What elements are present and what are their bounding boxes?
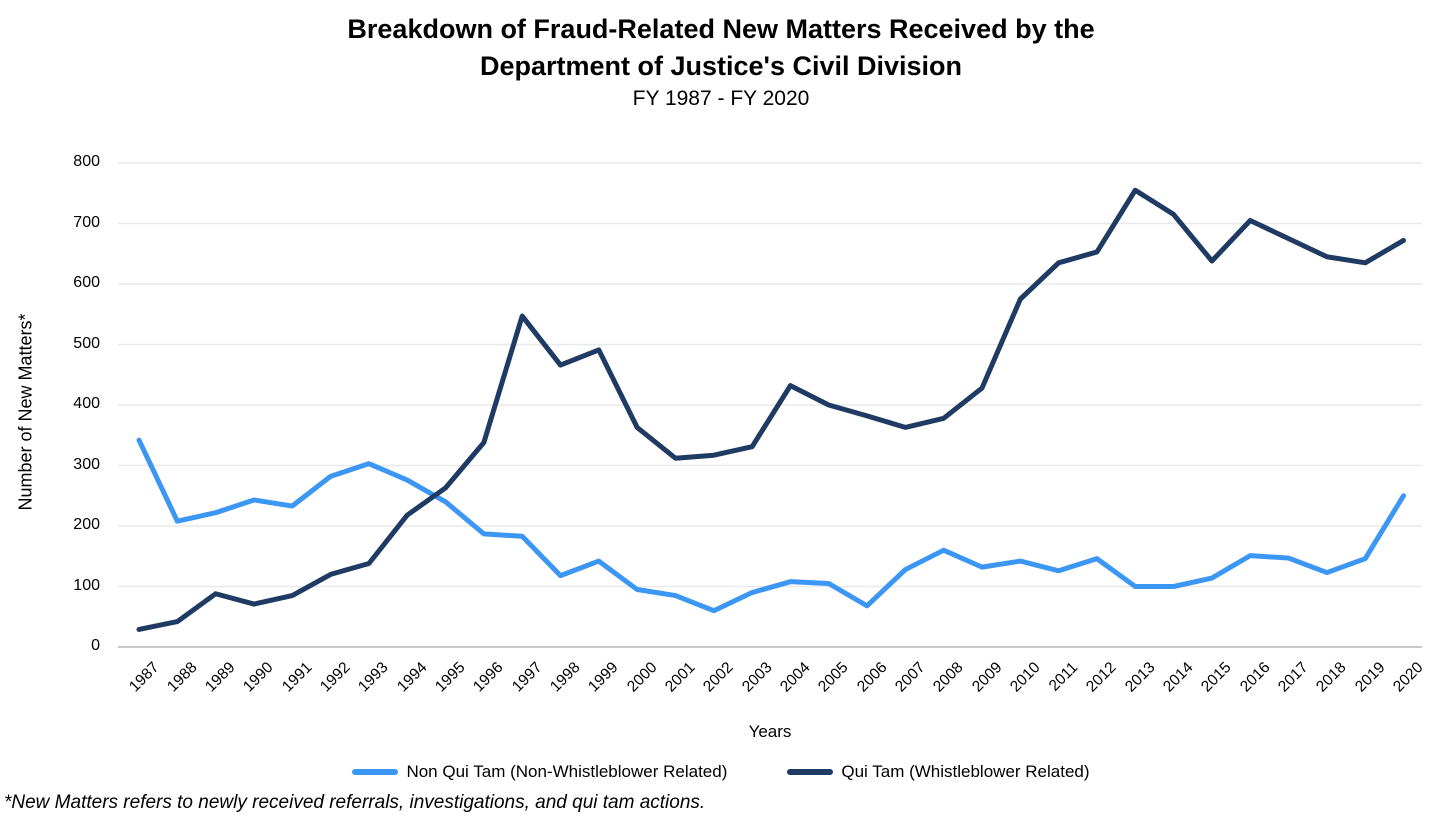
y-tick-label: 600 xyxy=(73,274,100,291)
footnote: *New Matters refers to newly received re… xyxy=(4,792,706,813)
legend-label-qui-tam: Qui Tam (Whistleblower Related) xyxy=(841,762,1090,781)
chart-subtitle: FY 1987 - FY 2020 xyxy=(632,87,810,110)
legend: Non Qui Tam (Non-Whistleblower Related) … xyxy=(0,762,1442,782)
y-tick-label: 100 xyxy=(73,576,100,594)
y-tick-label: 800 xyxy=(73,153,100,170)
y-tick-label: 700 xyxy=(73,213,100,231)
non-qui-tam-line xyxy=(136,437,1406,614)
y-tick-label: 0 xyxy=(91,637,100,654)
x-axis-title: Years xyxy=(748,722,792,741)
y-tick-label: 300 xyxy=(73,455,100,473)
qui-tam-line xyxy=(136,187,1406,632)
qui-tam-line-swatch xyxy=(787,769,834,775)
chart-title-line2: Department of Justice's Civil Division xyxy=(479,51,963,81)
non-qui-tam-line-swatch xyxy=(352,769,399,775)
y-tick-label: 500 xyxy=(73,334,100,352)
y-tick-label: 200 xyxy=(73,516,100,533)
legend-label-non-qui-tam: Non Qui Tam (Non-Whistleblower Related) xyxy=(406,762,728,781)
legend-item-non-qui-tam: Non Qui Tam (Non-Whistleblower Related) xyxy=(352,762,727,782)
y-axis-title: Number of New Matters* xyxy=(15,313,36,511)
chart-title-line1: Breakdown of Fraud-Related New Matters R… xyxy=(347,14,1095,44)
y-tick-label: 400 xyxy=(73,395,100,412)
legend-item-qui-tam: Qui Tam (Whistleblower Related) xyxy=(787,762,1090,782)
